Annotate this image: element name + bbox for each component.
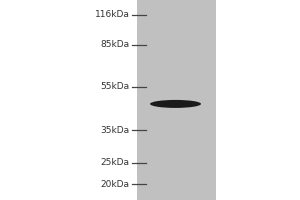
Text: 25kDa: 25kDa — [101, 158, 130, 167]
Text: 55kDa: 55kDa — [100, 82, 130, 91]
Text: 35kDa: 35kDa — [100, 126, 130, 135]
Bar — [136, 0, 216, 200]
Text: 20kDa: 20kDa — [101, 180, 130, 189]
Text: 85kDa: 85kDa — [100, 40, 130, 49]
Ellipse shape — [150, 100, 201, 108]
Text: 116kDa: 116kDa — [95, 10, 130, 19]
